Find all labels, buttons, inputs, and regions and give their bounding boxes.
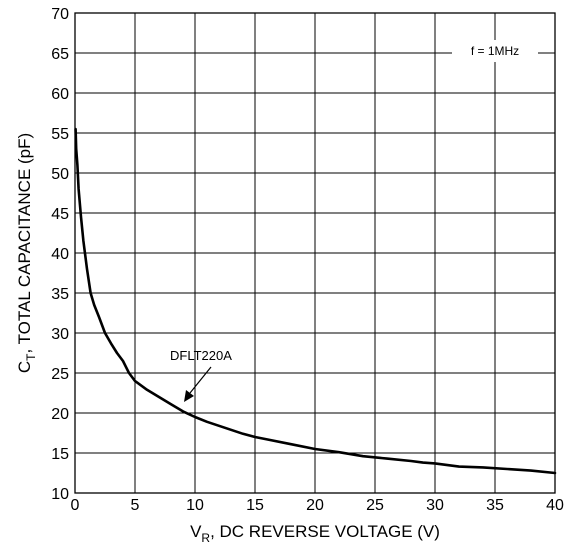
y-tick-label: 50 — [51, 166, 69, 183]
x-tick-label: 5 — [131, 497, 140, 514]
y-tick-label: 10 — [51, 486, 69, 503]
series-group — [74, 127, 557, 475]
y-tick-label: 70 — [51, 6, 69, 23]
plot-frame — [74, 12, 556, 494]
condition-label: f = 1MHz — [471, 44, 519, 58]
x-tick-label: 30 — [426, 497, 444, 514]
y-tick-labels: 10 15 20 25 30 35 40 45 50 55 60 65 70 — [51, 6, 69, 503]
x-tick-label: 40 — [546, 497, 564, 514]
condition-label-box — [452, 40, 538, 62]
annotation-arrowhead — [184, 390, 194, 402]
x-tick-label: 35 — [486, 497, 504, 514]
y-tick-label: 45 — [51, 206, 69, 223]
x-tick-labels: 0 5 10 15 20 25 30 35 40 — [71, 497, 564, 514]
y-tick-label: 20 — [51, 406, 69, 423]
x-tick-label: 25 — [366, 497, 384, 514]
y-tick-label: 55 — [51, 126, 69, 143]
annotation-arrow-line — [189, 366, 212, 394]
x-tick-label: 0 — [71, 497, 80, 514]
x-tick-label: 15 — [246, 497, 264, 514]
annotation-label: DFLT220A — [170, 348, 232, 363]
y-tick-label: 25 — [51, 366, 69, 383]
series-line-dflt220a — [74, 127, 557, 475]
x-axis-label: VR, DC REVERSE VOLTAGE (V) — [190, 522, 440, 545]
y-tick-label: 30 — [51, 326, 69, 343]
y-tick-label: 40 — [51, 246, 69, 263]
annotation: DFLT220A — [170, 348, 232, 402]
y-tick-label: 60 — [51, 86, 69, 103]
y-tick-label: 15 — [51, 446, 69, 463]
y-tick-label: 65 — [51, 46, 69, 63]
y-axis-label: CT, TOTAL CAPACITANCE (pF) — [15, 133, 38, 373]
x-tick-label: 20 — [306, 497, 324, 514]
y-tick-label: 35 — [51, 286, 69, 303]
x-tick-label: 10 — [186, 497, 204, 514]
